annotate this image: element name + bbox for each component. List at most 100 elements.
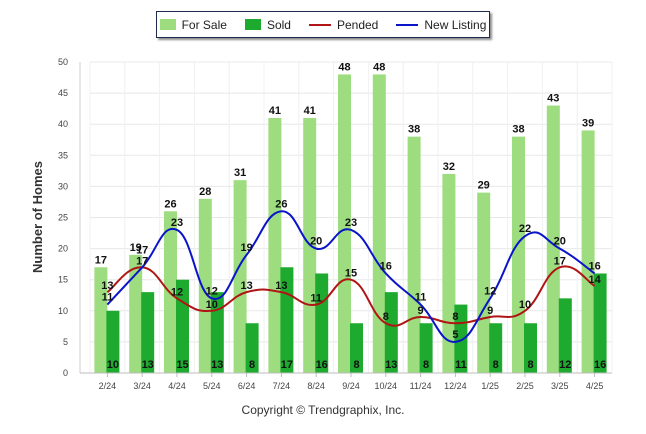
- y-tick-label: 50: [58, 57, 68, 67]
- bar-for-sale: [198, 198, 212, 373]
- bar-sold: [315, 273, 329, 373]
- label-pended: 17: [554, 255, 566, 267]
- label-sold: 16: [316, 359, 328, 371]
- legend-item: New Listing: [396, 18, 486, 32]
- label-pended: 11: [310, 293, 322, 305]
- label-new-listing: 12: [206, 285, 218, 297]
- label-new-listing: 11: [102, 292, 114, 304]
- legend-item: Pended: [308, 17, 379, 32]
- label-pended: 14: [588, 274, 601, 286]
- label-for-sale: 19: [130, 242, 142, 254]
- label-new-listing: 5: [452, 329, 458, 341]
- copyright-text: Copyright © Trendgraphix, Inc.: [241, 403, 405, 417]
- label-sold: 10: [107, 359, 119, 371]
- bar-for-sale: [129, 254, 143, 373]
- bar-sold: [210, 292, 224, 373]
- y-tick-label: 5: [63, 337, 68, 347]
- label-sold: 8: [493, 359, 499, 371]
- bar-sold: [384, 292, 398, 373]
- label-sold: 13: [211, 359, 223, 371]
- label-sold: 8: [249, 359, 255, 371]
- bar-for-sale: [94, 267, 108, 373]
- label-for-sale: 29: [478, 180, 490, 192]
- y-tick-label: 0: [63, 368, 68, 378]
- label-new-listing: 12: [484, 285, 496, 297]
- label-new-listing: 20: [310, 236, 322, 248]
- legend-item: For Sale: [159, 17, 227, 32]
- label-sold: 13: [142, 359, 154, 371]
- bar-for-sale: [442, 173, 456, 373]
- label-new-listing: 22: [519, 223, 531, 235]
- legend-swatch: [159, 19, 176, 30]
- legend-swatch: [308, 23, 331, 26]
- x-tick-label: 4/25: [586, 381, 604, 391]
- label-sold: 8: [423, 359, 429, 371]
- x-tick-label: 2/24: [99, 381, 117, 391]
- y-tick-label: 40: [58, 119, 68, 129]
- legend-item: Sold: [244, 17, 291, 32]
- bar-for-sale: [407, 136, 421, 373]
- label-for-sale: 38: [408, 124, 420, 136]
- label-for-sale: 41: [304, 105, 316, 117]
- line-marks: [106, 210, 596, 343]
- x-axis: 2/24 3/24 4/24 5/24 6/24 7/24 8/24 9/24 10/24 11/…: [80, 372, 612, 391]
- label-for-sale: 41: [269, 105, 281, 117]
- label-pended: 8: [383, 311, 389, 323]
- x-tick-label: 1/25: [481, 381, 499, 391]
- x-tick-label: 9/24: [342, 381, 360, 391]
- label-sold: 13: [385, 359, 397, 371]
- label-for-sale: 32: [443, 161, 455, 173]
- bar-for-sale: [233, 180, 247, 373]
- x-tick-label: 11/24: [410, 381, 432, 391]
- y-tick-label: 25: [58, 213, 68, 223]
- x-tick-label: 3/25: [551, 381, 569, 391]
- bar-sold: [489, 323, 503, 373]
- legend-label: Sold: [266, 17, 291, 32]
- label-pended: 9: [487, 305, 493, 317]
- legend: For Sale Sold Pended New Listing: [156, 11, 490, 38]
- bar-for-sale: [372, 74, 386, 373]
- line-pended: [106, 265, 596, 327]
- legend-swatch: [396, 23, 419, 26]
- y-tick-label: 15: [58, 275, 68, 285]
- label-new-listing: 20: [554, 236, 566, 248]
- legend-label: Pended: [336, 17, 379, 32]
- y-tick-label: 30: [58, 181, 68, 191]
- label-sold: 17: [281, 359, 293, 371]
- x-tick-label: 3/24: [133, 381, 151, 391]
- bar-for-sale: [581, 130, 595, 373]
- bar-sold: [558, 298, 572, 373]
- y-tick-label: 45: [58, 88, 68, 98]
- y-axis-label: Number of Homes: [30, 161, 45, 273]
- legend-label: New Listing: [424, 17, 487, 32]
- label-pended: 13: [101, 280, 113, 292]
- y-tick-label: 10: [58, 306, 68, 316]
- label-new-listing: 19: [240, 242, 252, 254]
- bar-for-sale: [477, 192, 491, 373]
- label-pended: 12: [171, 286, 183, 298]
- label-new-listing: 16: [380, 260, 392, 272]
- bar-sold: [106, 310, 120, 373]
- label-for-sale: 31: [234, 167, 246, 179]
- label-sold: 15: [176, 359, 188, 371]
- bar-sold: [350, 323, 363, 373]
- data-labels: 17 10 19 13 26 15 28 13 31 8 41 17 41 16 48 8 48 13 38 8 32 1…: [95, 61, 606, 371]
- y-tick-label: 20: [58, 244, 68, 254]
- bar-sold: [419, 323, 433, 373]
- label-pended: 15: [345, 268, 357, 280]
- bar-for-sale: [338, 74, 351, 373]
- label-new-listing: 17: [136, 244, 148, 256]
- x-tick-label: 5/24: [203, 381, 221, 391]
- legend-label: For Sale: [181, 17, 227, 32]
- label-for-sale: 39: [582, 117, 594, 129]
- x-tick-label: 4/24: [168, 381, 186, 391]
- label-pended: 13: [275, 280, 287, 292]
- bar-sold: [141, 292, 155, 373]
- bar-sold: [245, 323, 259, 373]
- label-sold: 12: [559, 359, 571, 371]
- label-pended: 10: [519, 299, 531, 311]
- x-tick-label: 6/24: [238, 381, 256, 391]
- label-for-sale: 17: [95, 254, 107, 266]
- x-tick-label: 2/25: [516, 381, 534, 391]
- bar-for-sale: [268, 117, 282, 373]
